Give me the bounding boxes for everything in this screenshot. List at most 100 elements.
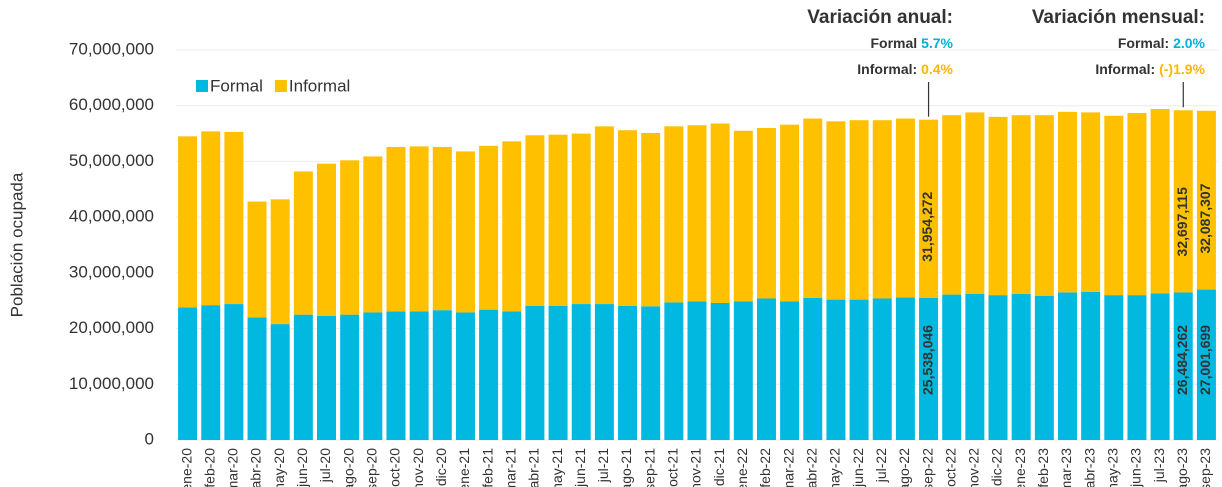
legend-label: Formal	[210, 76, 263, 95]
bar-segment	[756, 128, 776, 299]
bar-segment	[849, 120, 869, 300]
bar-segment	[780, 301, 800, 440]
x-tick-label: mar-23	[1058, 448, 1074, 487]
x-tick-label: may-21	[549, 448, 565, 487]
annotation-line: Informal: (-)1.9%	[1095, 61, 1205, 77]
annotation-line: Informal: 0.4%	[857, 61, 953, 77]
bar-segment	[618, 130, 638, 306]
bar-segment	[826, 299, 846, 440]
bar-segment	[849, 299, 869, 440]
annotation-label: Formal	[871, 35, 918, 51]
bar-segment	[409, 146, 429, 312]
bar-segment	[1011, 115, 1031, 295]
bar-segment	[455, 312, 475, 440]
annotation-title: Variación anual:	[807, 7, 953, 28]
bar-segment	[895, 297, 915, 440]
x-tick-label: feb-23	[1035, 448, 1051, 487]
x-tick-label: dic-20	[433, 448, 449, 486]
x-tick-label: mar-21	[502, 448, 518, 487]
bar-segment	[710, 302, 730, 440]
y-tick-label: 50,000,000	[69, 151, 154, 170]
x-tick-label: mar-22	[780, 448, 796, 487]
y-tick-label: 40,000,000	[69, 207, 154, 226]
x-tick-label: ene-20	[178, 448, 194, 487]
annotation-line: Formal: 2.0%	[1118, 35, 1206, 51]
bar-segment	[409, 311, 429, 440]
annotation-value: 5.7%	[921, 35, 953, 51]
bar-segment	[733, 301, 753, 440]
bar-segment	[1034, 295, 1054, 440]
bar-segment	[872, 120, 892, 299]
y-tick-label: 20,000,000	[69, 318, 154, 337]
x-tick-label: nov-21	[688, 448, 704, 487]
bar-segment	[386, 311, 406, 440]
bar-segment	[687, 125, 707, 302]
bar-segment	[1150, 293, 1170, 440]
x-tick-label: oct-20	[387, 448, 403, 487]
bar-segment	[479, 309, 499, 440]
bar-segment	[1081, 112, 1101, 292]
x-tick-label: ene-21	[456, 448, 472, 487]
bar-segment	[988, 295, 1008, 440]
bar-segment	[594, 126, 614, 305]
annotation-line: Formal 5.7%	[871, 35, 954, 51]
x-tick-label: jun-21	[572, 448, 588, 487]
x-tick-label: sep-21	[641, 448, 657, 487]
bar-segment	[780, 124, 800, 302]
legend-label: Informal	[289, 76, 350, 95]
bar-segment	[201, 305, 221, 440]
bar-segment	[432, 310, 452, 440]
bar-segment	[270, 199, 290, 325]
x-tick-label: may-22	[827, 448, 843, 487]
x-tick-label: ago-22	[896, 448, 912, 487]
bar-segment	[247, 201, 267, 318]
bar-segment	[479, 145, 499, 310]
bar-segment	[1150, 109, 1170, 294]
data-label: 32,697,115	[1174, 187, 1190, 257]
data-label: 32,087,307	[1197, 183, 1213, 253]
x-tick-label: feb-20	[201, 448, 217, 487]
x-tick-label: jul-20	[317, 448, 333, 483]
bar-segment	[895, 118, 915, 298]
x-tick-label: nov-22	[966, 448, 982, 487]
x-tick-label: feb-21	[479, 448, 495, 487]
bar-segment	[803, 118, 823, 298]
bar-segment	[363, 156, 383, 313]
x-tick-label: abr-23	[1081, 448, 1097, 487]
bar-segment	[340, 160, 360, 315]
x-tick-label: sep-23	[1197, 448, 1213, 487]
data-label: 27,001,699	[1197, 325, 1213, 395]
bar-segment	[178, 136, 198, 308]
bar-segment	[618, 305, 638, 440]
bar-segment	[872, 298, 892, 440]
x-tick-label: jul-23	[1151, 448, 1167, 483]
bar-segment	[826, 121, 846, 300]
bar-segment	[340, 314, 360, 440]
annotation-label: Formal:	[1118, 35, 1169, 51]
y-tick-label: 0	[145, 429, 154, 448]
data-label: 31,954,272	[919, 191, 935, 261]
x-tick-label: sep-20	[364, 448, 380, 487]
bar-segment	[641, 306, 661, 440]
x-tick-label: oct-22	[942, 448, 958, 487]
bar-segment	[571, 304, 591, 440]
bar-segment	[571, 133, 591, 305]
legend-swatch	[196, 80, 208, 92]
x-tick-label: abr-21	[526, 448, 542, 487]
annotation-value: 2.0%	[1173, 35, 1205, 51]
bar-segment	[386, 146, 406, 312]
bar-segment	[664, 126, 684, 303]
bar-segment	[224, 131, 244, 305]
bar-segment	[502, 311, 522, 440]
bar-segment	[317, 163, 337, 316]
bar-segment	[710, 123, 730, 303]
y-tick-label: 10,000,000	[69, 374, 154, 393]
bar-segment	[756, 298, 776, 440]
bar-segment	[1196, 110, 1216, 290]
bar-segment	[548, 305, 568, 440]
bar-segment	[1011, 294, 1031, 440]
bar-segment	[455, 151, 475, 313]
bar-segment	[687, 301, 707, 440]
x-tick-label: may-23	[1105, 448, 1121, 487]
